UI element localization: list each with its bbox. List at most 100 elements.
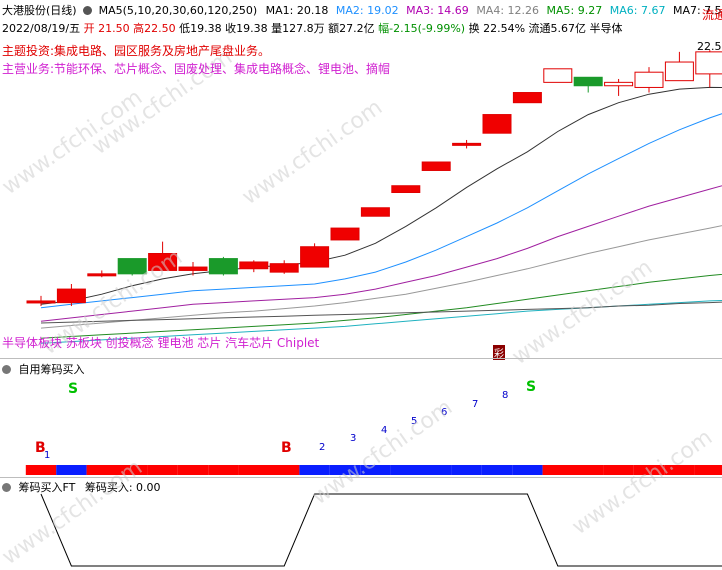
count-label: 6 — [441, 407, 447, 418]
ma-line-ma4 — [40, 225, 722, 329]
panel2-label: 自用筹码买入 — [18, 363, 85, 376]
ma-value: MA2: 19.02 — [335, 4, 399, 17]
sell-signal-label: S — [68, 381, 78, 397]
ma-line-ma7 — [40, 301, 722, 324]
candle-body — [543, 68, 573, 83]
panel3-value: 筹码买入: 0.00 — [84, 481, 161, 494]
candle-body — [330, 227, 360, 241]
signal-band-segment — [451, 465, 482, 475]
panel3-title: 筹码买入FT 筹码买入: 0.00 — [2, 479, 161, 495]
ma-value: MA7: 7.58 — [672, 4, 722, 17]
signal-band-segment — [360, 465, 391, 475]
panel2-title: 自用筹码买入 — [2, 361, 85, 377]
signal-band-segment — [177, 465, 209, 475]
candle-body — [239, 261, 269, 270]
peak-price-label: 22.50 — [697, 40, 722, 53]
candle-body — [452, 142, 482, 146]
count-label: 5 — [411, 416, 417, 427]
candle-body — [56, 288, 86, 304]
ma-params: MA5(5,10,20,30,60,120,250) — [98, 4, 258, 17]
chevron-down-icon[interactable] — [2, 365, 11, 374]
candle-body — [87, 273, 117, 277]
signal-band-segment — [573, 465, 604, 475]
candle-body — [360, 207, 390, 217]
ma-value: MA6: 7.67 — [609, 4, 666, 17]
buy-signal-label: B — [35, 440, 46, 456]
ma-value: MA3: 14.69 — [406, 4, 469, 17]
ma-line-ma5 — [40, 273, 722, 339]
signal-band-segment — [542, 465, 573, 475]
chevron-down-icon[interactable] — [2, 483, 11, 492]
candle-body — [421, 161, 451, 171]
signal-band-segment — [390, 465, 421, 475]
signal-band-segment — [421, 465, 452, 475]
quote-high: 高22.50 — [133, 22, 176, 35]
candle-body — [26, 300, 56, 304]
count-label: 2 — [319, 442, 325, 453]
signal-band-segment — [147, 465, 178, 475]
quote-open: 开 21.50 — [83, 22, 130, 35]
signal-band-segment — [694, 465, 722, 475]
signal-band-segment — [633, 465, 665, 475]
candle-body — [664, 61, 694, 82]
ma-line-ma3 — [40, 185, 722, 322]
ma-value: MA1: 20.18 — [265, 4, 329, 17]
candle-body — [391, 185, 421, 194]
signal-band-segment — [117, 465, 148, 475]
quote-date: 2022/08/19/五 — [2, 22, 81, 35]
settings-icon[interactable] — [83, 6, 93, 15]
quote-float-cap: 流通5.67亿 — [528, 22, 587, 35]
quote-sector: 半导体 — [589, 22, 623, 35]
concept-text: 半导体板块 苏板块 创投概念 锂电池 芯片 汽车芯片 Chiplet — [2, 336, 320, 350]
quote-low: 低19.38 — [179, 22, 222, 35]
candle-body — [573, 76, 603, 87]
count-label: 4 — [381, 425, 387, 436]
candle-body — [604, 81, 634, 87]
signal-band-segment — [664, 465, 695, 475]
signal-band-segment — [603, 465, 634, 475]
candle-body — [512, 92, 542, 104]
candle-body — [208, 258, 238, 275]
ma-value: MA4: 12.26 — [476, 4, 540, 17]
theme-text: 主题投资:集成电路、园区服务及房地产尾盘业务。 — [2, 44, 271, 58]
signal-band-segment — [56, 465, 87, 475]
ma-line-ma2 — [40, 113, 722, 309]
candle-body — [300, 246, 330, 268]
signal-band-segment — [86, 465, 117, 475]
candle-body — [117, 258, 147, 275]
quote-turnover: 换 22.54% — [468, 22, 526, 35]
signal-band-segment — [238, 465, 269, 475]
sell-signal-label: S — [526, 379, 536, 395]
ma-legend-row: 大港股份(日线) MA5(5,10,20,30,60,120,250) MA1:… — [2, 2, 722, 18]
stock-title[interactable]: 大港股份(日线) — [2, 4, 77, 17]
ft-signal-line — [40, 493, 722, 567]
right-tag: 流通 — [702, 8, 722, 22]
signal-band-segment — [329, 465, 361, 475]
candle-body — [695, 51, 722, 75]
count-label: 1 — [44, 450, 50, 461]
ma-value: MA5: 9.27 — [546, 4, 603, 17]
signal-band-segment — [512, 465, 543, 475]
count-label: 7 — [472, 399, 478, 410]
candle-body — [482, 114, 512, 134]
candle-body — [269, 263, 299, 273]
count-label: 3 — [350, 433, 356, 444]
quote-close: 收19.38 — [225, 22, 268, 35]
quote-change: 幅-2.15(-9.99%) — [378, 22, 466, 35]
news-marker[interactable]: 彩 — [493, 345, 505, 360]
candle-body — [148, 253, 178, 271]
quote-volume: 量127.8万 — [271, 22, 325, 35]
business-text: 主营业务:节能环保、芯片概念、固废处理、集成电路概念、锂电池、摘帽 — [2, 62, 391, 76]
signal-band-segment — [299, 465, 330, 475]
panel3-label: 筹码买入FT — [18, 481, 76, 494]
signal-band-segment — [269, 465, 300, 475]
signal-band-segment — [208, 465, 239, 475]
signal-band-segment — [25, 465, 57, 475]
candle-body — [634, 71, 664, 88]
quote-amount: 额27.2亿 — [328, 22, 375, 35]
ma-line-ma1 — [40, 86, 722, 305]
count-label: 8 — [502, 390, 508, 401]
quote-row: 2022/08/19/五 开 21.50 高22.50 低19.38 收19.3… — [2, 20, 623, 36]
buy-signal-label: B — [281, 440, 292, 456]
